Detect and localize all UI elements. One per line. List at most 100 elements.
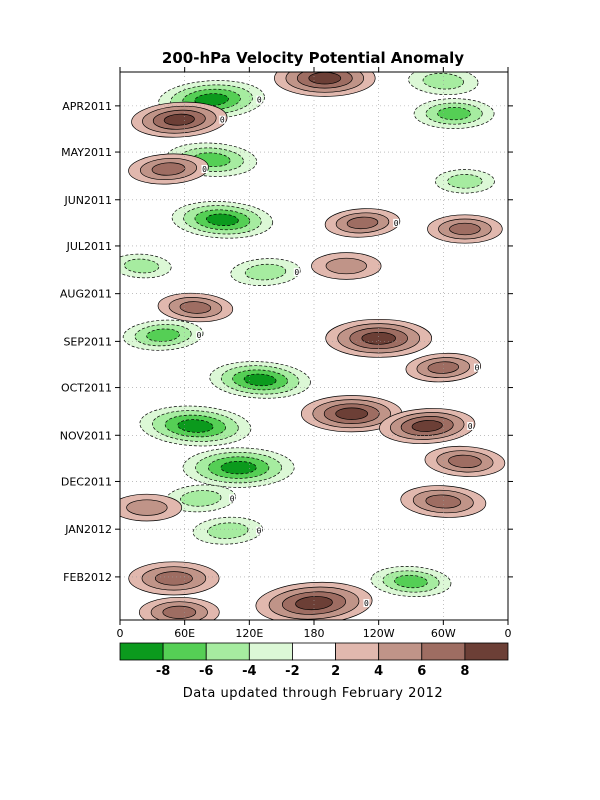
contour-ring [180, 490, 222, 507]
x-tick-label: 120E [235, 627, 263, 640]
anomaly-cell [182, 447, 295, 488]
colorbar-swatch [335, 642, 380, 661]
contour-label: 0 [394, 219, 399, 228]
anomaly-cell [325, 318, 433, 358]
y-tick-label: JAN2012 [64, 523, 112, 536]
footnote: Data updated through February 2012 [183, 686, 443, 701]
contour-ring [179, 301, 212, 314]
contour-ring [422, 72, 464, 90]
contour-label-bg [196, 331, 203, 340]
anomaly-cell [128, 153, 209, 185]
contour-ring [194, 93, 229, 107]
contour-ring [244, 263, 287, 281]
contour-ring [449, 222, 481, 236]
colorbar-swatch [378, 642, 423, 661]
contour-label: 0 [364, 599, 369, 608]
y-tick-label: NOV2011 [60, 429, 112, 442]
y-tick-label: OCT2011 [61, 382, 112, 395]
colorbar-label: -6 [199, 664, 213, 679]
contour-label: 0 [475, 364, 480, 373]
y-tick-label: DEC2011 [61, 475, 112, 488]
contour-ring [394, 574, 428, 589]
anomaly-cell [408, 72, 479, 96]
contour-label-bg [474, 363, 480, 372]
y-tick-label: MAY2011 [61, 146, 112, 159]
contour-ring [163, 113, 195, 126]
anomaly-cell [128, 561, 220, 596]
contour-ring [151, 162, 186, 176]
contour-label-bg [363, 599, 370, 608]
colorbar-label: -4 [242, 664, 256, 679]
contour-ring [123, 258, 160, 274]
chart-title: 200-hPa Velocity Potential Anomaly [162, 49, 464, 67]
anomaly-cell [122, 319, 204, 351]
contour-ring [243, 373, 277, 387]
contour-label: 0 [294, 268, 299, 277]
contour-ring [146, 328, 180, 342]
contour-label-bg [219, 115, 226, 124]
contour-label-bg [201, 165, 208, 173]
contour-ring [308, 72, 342, 85]
anomaly-cell [400, 485, 487, 518]
contour-ring [162, 605, 197, 619]
y-axis: APR2011 MAY2011 JUN2011 JUL2011 AUG2011 SEP20… [60, 100, 513, 584]
x-axis: 0 60E 120E 180 120W 60W 0 [117, 67, 512, 640]
contour-ring [177, 419, 214, 433]
contour-ring [411, 420, 443, 432]
contour-ring [437, 107, 471, 121]
y-tick-label: JUL2011 [66, 240, 112, 253]
x-tick-label: 60E [174, 627, 195, 640]
contour-ring [427, 361, 460, 374]
colorbar-label: 2 [331, 664, 340, 679]
contour-ring [325, 257, 367, 275]
colorbar-swatch [162, 642, 207, 661]
anomaly-layer: 0 0 0 0 0 0 0 0 0 0 0 [120, 72, 506, 620]
anomaly-cell [255, 581, 373, 620]
anomaly-cell [157, 292, 234, 323]
anomaly-cell [424, 445, 506, 477]
colorbar-label: 6 [417, 664, 426, 679]
contour-ring [207, 522, 249, 539]
colorbar-swatch [119, 642, 164, 661]
y-tick-label: JUN2011 [63, 194, 112, 207]
contour-label-bg [293, 268, 300, 277]
anomaly-cell [300, 395, 403, 433]
colorbar-label: -8 [156, 664, 170, 679]
contour-label-bg [256, 526, 263, 535]
anomaly-cell [165, 484, 236, 513]
anomaly-cell [171, 201, 274, 239]
contour-ring [361, 331, 396, 345]
x-tick-label: 0 [505, 627, 512, 640]
anomaly-cell [120, 253, 172, 279]
anomaly-cell [138, 596, 220, 620]
contour-ring [126, 499, 168, 516]
contour-label: 0 [230, 494, 235, 503]
colorbar-label: 8 [460, 664, 469, 679]
anomaly-cell [192, 516, 263, 545]
colorbar-label: -2 [285, 664, 299, 679]
x-tick-label: 60W [431, 627, 456, 640]
contour-ring [335, 407, 369, 420]
contour-label: 0 [197, 331, 202, 340]
x-tick-label: 120W [363, 627, 395, 640]
contour-label-bg [229, 494, 236, 503]
anomaly-cell [324, 208, 401, 238]
anomaly-cell [434, 169, 495, 194]
contour-ring [220, 460, 257, 475]
contour-label-bg [256, 95, 263, 104]
anomaly-cell [209, 361, 311, 399]
anomaly-cell [131, 101, 228, 138]
contour-label-bg [467, 422, 474, 430]
contour-ring [346, 216, 379, 230]
contour-ring [154, 571, 193, 586]
y-tick-label: APR2011 [62, 100, 112, 113]
contour-ring [448, 454, 482, 469]
anomaly-cell [370, 566, 452, 597]
x-tick-label: 180 [304, 627, 325, 640]
y-tick-label: SEP2011 [63, 335, 112, 348]
anomaly-cell [405, 352, 482, 383]
contour-ring [425, 494, 462, 509]
y-tick-label: FEB2012 [63, 571, 112, 584]
